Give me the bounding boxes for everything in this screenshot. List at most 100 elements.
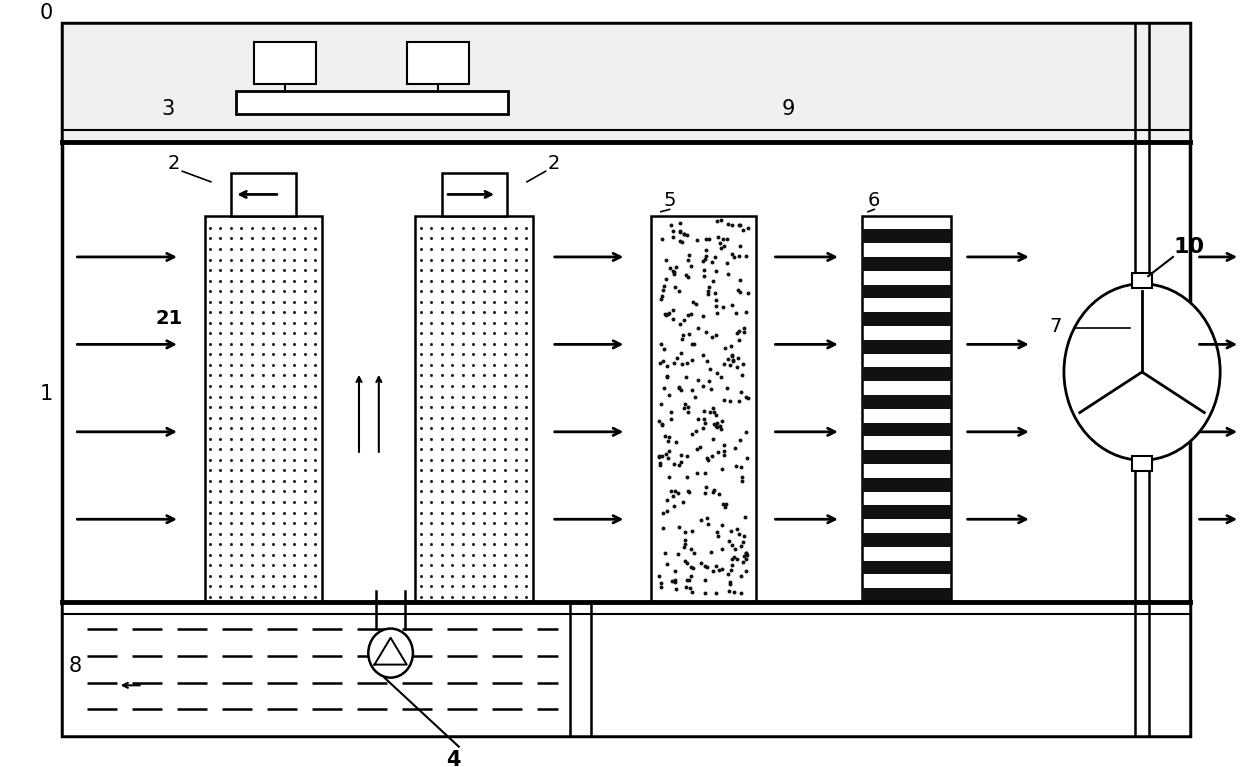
Point [735, 250, 755, 262]
Text: 3: 3 [161, 99, 175, 119]
Text: 9: 9 [781, 99, 795, 119]
Point [689, 441, 709, 453]
Bar [62, 23, 1190, 142]
Bar [862, 561, 951, 574]
Bar [205, 216, 322, 602]
Bar [1132, 456, 1152, 471]
Bar [862, 588, 951, 602]
Point [727, 552, 746, 565]
Point [714, 439, 734, 451]
Bar [862, 367, 951, 381]
Text: 21: 21 [155, 309, 182, 328]
Point [680, 328, 699, 341]
Point [733, 536, 753, 548]
Point [693, 422, 713, 434]
Point [696, 416, 715, 429]
Bar [862, 229, 951, 243]
Point [649, 451, 668, 463]
Point [683, 295, 703, 308]
Bar [862, 450, 951, 464]
Point [678, 271, 698, 283]
Point [680, 486, 699, 499]
Point [737, 426, 756, 439]
Point [707, 588, 727, 600]
Point [687, 234, 707, 246]
Point [656, 547, 676, 559]
Point [704, 418, 724, 430]
Point [713, 498, 733, 510]
Point [733, 224, 753, 236]
Ellipse shape [1064, 284, 1220, 460]
Point [729, 395, 749, 407]
Point [675, 538, 694, 550]
Point [682, 338, 702, 351]
Point [672, 333, 692, 345]
Point [733, 369, 753, 381]
Point [735, 547, 755, 559]
Point [671, 347, 691, 359]
Point [665, 458, 684, 470]
Text: 0: 0 [40, 3, 53, 23]
Point [677, 471, 697, 483]
Text: 7: 7 [1049, 318, 1061, 336]
Point [670, 225, 689, 238]
Point [707, 526, 727, 538]
Point [714, 449, 734, 462]
Point [652, 232, 672, 245]
Bar [862, 242, 951, 243]
Point [728, 327, 748, 339]
Point [727, 523, 746, 535]
Point [651, 577, 671, 589]
Point [719, 584, 739, 597]
Point [718, 353, 738, 365]
Point [653, 382, 673, 394]
Point [680, 249, 699, 262]
Point [706, 420, 725, 432]
Point [660, 431, 680, 443]
Point [655, 430, 675, 442]
Point [714, 240, 734, 252]
Point [718, 218, 738, 230]
Point [696, 244, 715, 256]
Point [670, 235, 689, 247]
Point [666, 583, 686, 595]
Point [713, 463, 733, 475]
Point [651, 293, 671, 305]
Bar [862, 395, 951, 409]
Point [693, 380, 713, 392]
Point [694, 413, 714, 425]
Point [711, 371, 730, 384]
Point [668, 548, 688, 560]
Point [712, 543, 732, 555]
Point [738, 287, 758, 299]
Point [681, 260, 701, 272]
Point [699, 375, 719, 387]
Point [651, 457, 671, 469]
Point [713, 301, 733, 314]
Point [653, 522, 673, 534]
Point [657, 494, 677, 506]
Point [724, 252, 744, 264]
Bar [862, 257, 951, 271]
Point [667, 352, 687, 364]
Point [671, 318, 691, 330]
Ellipse shape [368, 629, 413, 678]
Point [703, 483, 723, 495]
Point [673, 496, 693, 509]
Point [707, 367, 727, 380]
Point [657, 360, 677, 372]
Point [656, 254, 676, 266]
Point [707, 409, 727, 421]
Point [693, 349, 713, 361]
Bar [862, 216, 951, 602]
Point [722, 553, 742, 565]
Point [656, 272, 676, 285]
Point [683, 547, 703, 559]
Point [652, 450, 672, 463]
Point [649, 570, 668, 582]
Point [735, 390, 755, 403]
Point [656, 309, 676, 321]
Point [737, 305, 756, 318]
Point [682, 384, 702, 397]
Point [661, 219, 681, 232]
